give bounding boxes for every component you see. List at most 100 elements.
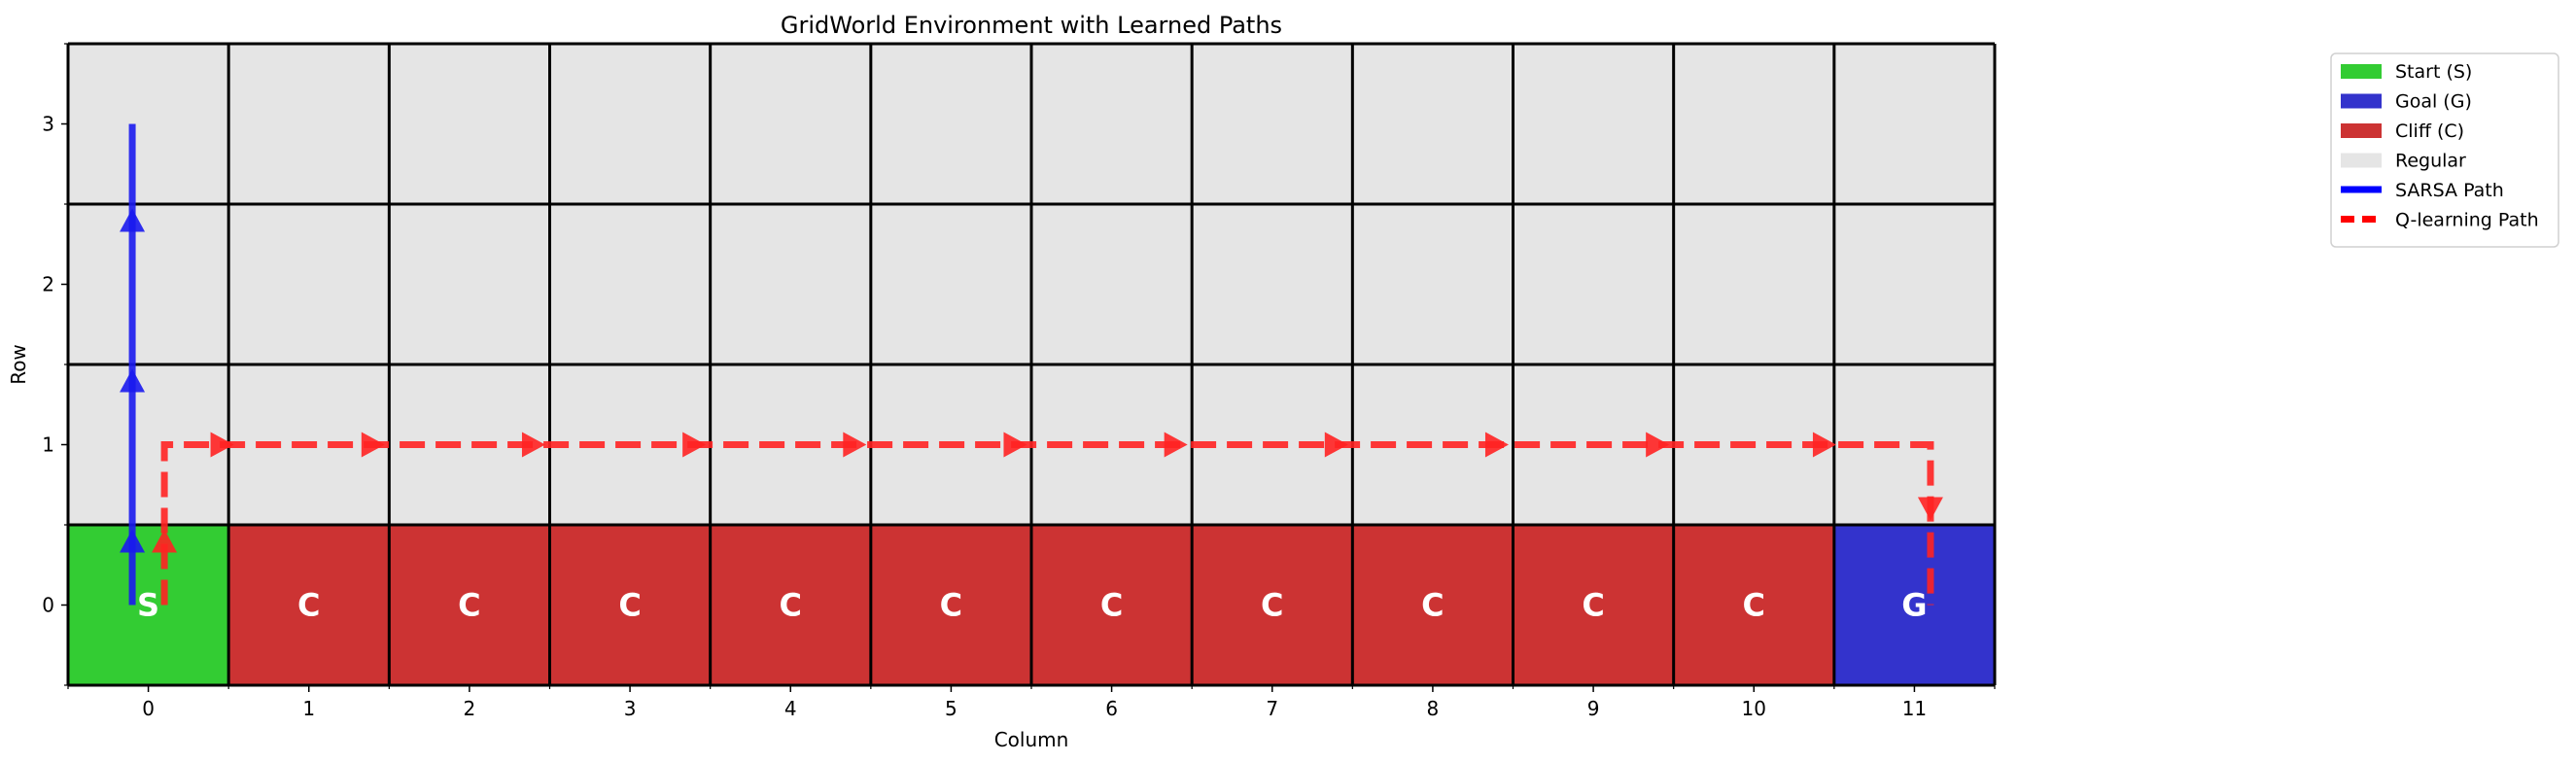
chart-title: GridWorld Environment with Learned Paths <box>781 12 1282 39</box>
cell-label-cliff: C <box>1261 587 1283 624</box>
y-tick-label: 3 <box>42 113 54 136</box>
y-axis-label: Row <box>7 344 30 385</box>
cell-goal-c11-r0 <box>1833 525 1995 685</box>
cell-regular-c0-r3 <box>68 44 229 204</box>
path-arrowhead <box>1003 432 1027 458</box>
y-tick-label: 2 <box>42 273 54 296</box>
cell-cliff-c10-r0 <box>1673 525 1834 685</box>
cell-label-goal: G <box>1901 587 1927 624</box>
legend-swatch-cliff-c <box>2341 123 2382 138</box>
cell-regular-c6-r2 <box>1031 204 1193 364</box>
y-tick-label: 1 <box>42 433 54 457</box>
cell-cliff-c7-r0 <box>1192 525 1353 685</box>
x-tick-label: 5 <box>945 697 957 720</box>
cell-regular-c11-r3 <box>1833 44 1995 204</box>
cell-label-cliff: C <box>1421 587 1444 624</box>
legend-swatch-goal-g <box>2341 93 2382 109</box>
cell-label-cliff: C <box>1100 587 1123 624</box>
cell-label-cliff: C <box>297 587 320 624</box>
x-tick-label: 2 <box>464 697 476 720</box>
path-arrowhead <box>1812 432 1836 458</box>
cell-regular-c9-r2 <box>1513 204 1674 364</box>
x-tick-label: 11 <box>1902 697 1927 720</box>
x-tick-label: 3 <box>624 697 637 720</box>
path-arrowhead <box>120 208 146 232</box>
cell-regular-c7-r3 <box>1192 44 1353 204</box>
cell-cliff-c6-r0 <box>1031 525 1193 685</box>
paths-layer <box>120 123 1943 606</box>
path-arrowhead <box>120 368 146 393</box>
path-arrowhead <box>1324 432 1348 458</box>
cell-regular-c11-r2 <box>1833 204 1995 364</box>
legend-label-cliff-c: Cliff (C) <box>2395 121 2464 142</box>
path-arrowhead <box>120 529 146 553</box>
cell-regular-c10-r3 <box>1673 44 1834 204</box>
x-tick-label: 0 <box>142 697 155 720</box>
cell-regular-c2-r3 <box>389 44 550 204</box>
y-tick-label: 0 <box>42 594 54 617</box>
cell-cliff-c1-r0 <box>228 525 390 685</box>
cell-regular-c3-r2 <box>549 204 711 364</box>
legend-swatch-start-s <box>2341 64 2382 79</box>
cell-label-cliff: C <box>458 587 480 624</box>
grid-lines <box>66 42 1997 687</box>
cell-regular-c2-r2 <box>389 204 550 364</box>
path-arrowhead <box>1164 432 1188 458</box>
legend-swatch-regular <box>2341 153 2382 168</box>
cell-regular-c1-r2 <box>228 204 390 364</box>
legend-frame <box>2330 52 2559 248</box>
cell-cliff-c8-r0 <box>1352 525 1514 685</box>
path-arrowhead <box>152 529 178 553</box>
cell-label-cliff: C <box>780 587 802 624</box>
x-tick-label: 7 <box>1266 697 1278 720</box>
cell-start-c0-r0 <box>68 525 229 685</box>
cell-regular-c1-r3 <box>228 44 390 204</box>
x-tick-label: 4 <box>784 697 797 720</box>
path-arrowhead <box>1917 497 1943 521</box>
cell-cliff-c4-r0 <box>710 525 871 685</box>
x-tick-label: 8 <box>1427 697 1440 720</box>
path-arrowhead <box>521 432 545 458</box>
cell-cliff-c2-r0 <box>389 525 550 685</box>
legend-label-sarsa-path: SARSA Path <box>2395 180 2504 201</box>
legend-label-start-s: Start (S) <box>2395 61 2472 83</box>
x-tick-label: 6 <box>1105 697 1118 720</box>
cell-label-cliff: C <box>1582 587 1604 624</box>
legend-label-regular: Regular <box>2395 151 2466 172</box>
cell-regular-c0-r2 <box>68 204 229 364</box>
cell-regular-c9-r3 <box>1513 44 1674 204</box>
cell-regular-c10-r2 <box>1673 204 1834 364</box>
legend: Start (S) Goal (G) Cliff (C) Regular SARSA P… <box>2330 52 2559 248</box>
cell-label-start: S <box>137 587 159 624</box>
cell-regular-c8-r3 <box>1352 44 1514 204</box>
cell-label-cliff: C <box>618 587 641 624</box>
cell-cliff-c5-r0 <box>870 525 1031 685</box>
x-tick-label: 9 <box>1587 697 1600 720</box>
path-arrowhead <box>843 432 867 458</box>
x-tick-label: 1 <box>302 697 315 720</box>
cell-label-cliff: C <box>1743 587 1765 624</box>
path-arrowhead <box>1646 432 1670 458</box>
cell-regular-c3-r3 <box>549 44 711 204</box>
cell-regular-c4-r2 <box>710 204 871 364</box>
cells-layer <box>68 44 1995 685</box>
cell-regular-c6-r3 <box>1031 44 1193 204</box>
path-arrowhead <box>682 432 707 458</box>
cell-cliff-c3-r0 <box>549 525 711 685</box>
legend-label-goal-g: Goal (G) <box>2395 91 2472 113</box>
cell-label-cliff: C <box>940 587 962 624</box>
cell-regular-c5-r3 <box>870 44 1031 204</box>
cell-regular-c4-r3 <box>710 44 871 204</box>
cell-cliff-c9-r0 <box>1513 525 1674 685</box>
cell-regular-c8-r2 <box>1352 204 1514 364</box>
x-axis-label: Column <box>994 728 1069 751</box>
path-arrowhead <box>361 432 385 458</box>
axis-ticks: 0 1 2 3 4 5 6 7 8 9 10 11 0 1 2 3 <box>42 43 1996 720</box>
legend-label-q-learning-path: Q-learning Path <box>2395 210 2539 231</box>
cell-regular-c7-r2 <box>1192 204 1353 364</box>
cell-regular-c5-r2 <box>870 204 1031 364</box>
path-arrowhead <box>210 432 234 458</box>
path-arrowhead <box>1484 432 1509 458</box>
